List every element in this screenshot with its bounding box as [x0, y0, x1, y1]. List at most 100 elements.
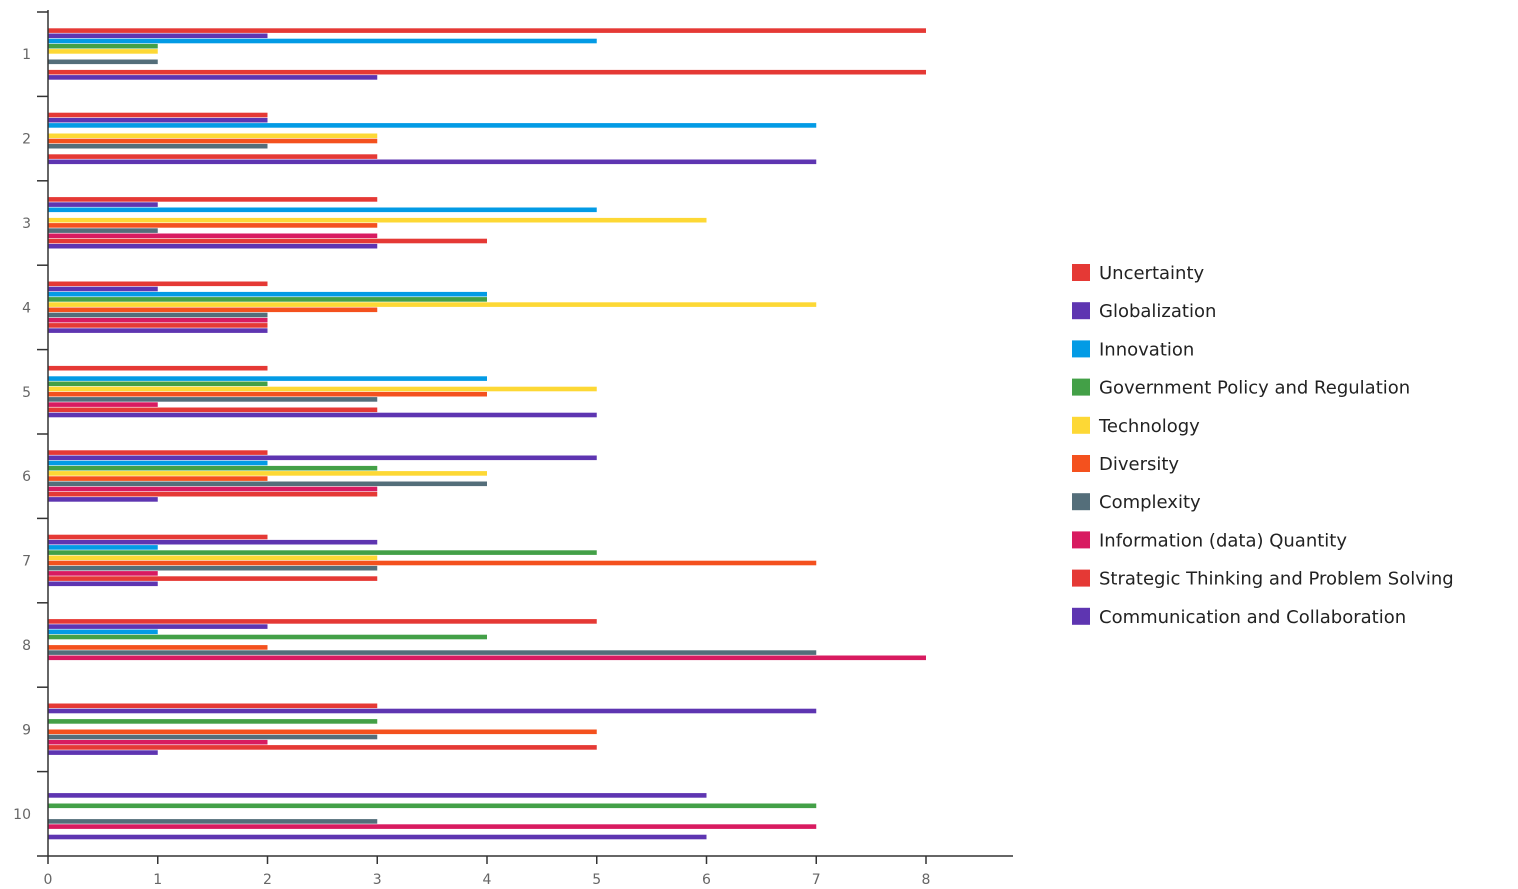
- bar-9-10: [48, 750, 158, 755]
- bar-2-7: [48, 143, 268, 149]
- legend-swatch: [1072, 378, 1090, 396]
- y-tick-label: 3: [22, 216, 31, 232]
- x-tick-label: 7: [812, 872, 821, 888]
- legend-swatch: [1072, 264, 1090, 281]
- legend-swatch: [1072, 531, 1090, 549]
- bar-7-2: [48, 539, 378, 545]
- bar-2-6: [48, 138, 378, 144]
- bar-8-6: [48, 645, 268, 650]
- legend-label: Communication and Collaboration: [1099, 607, 1406, 628]
- axes-layer: 1 2 3 4 5 6 7 8 9 10 0 1 2 3 4 5 6 7 8: [13, 10, 1013, 888]
- bar-5-10: [48, 412, 597, 418]
- y-tick-label: 10: [13, 807, 31, 823]
- bar-6-6: [48, 476, 268, 481]
- bar-6-8: [48, 486, 378, 492]
- bar-7-7: [48, 565, 378, 571]
- bar-4-5: [48, 302, 817, 307]
- bar-5-4: [48, 381, 268, 387]
- bar-1-10: [48, 75, 378, 80]
- legend-label: Technology: [1098, 416, 1200, 437]
- bar-1-1: [48, 28, 926, 33]
- bar-6-9: [48, 491, 378, 497]
- legend: Uncertainty Globalization Innovation Govern…: [1072, 263, 1454, 628]
- bar-3-6: [48, 223, 378, 228]
- bar-6-2: [48, 455, 597, 461]
- bar-7-10: [48, 581, 158, 587]
- bar-10-4: [48, 803, 817, 809]
- bar-10-10: [48, 834, 707, 840]
- bar-7-3: [48, 545, 158, 550]
- bar-6-3: [48, 460, 268, 466]
- bar-8-2: [48, 624, 268, 629]
- y-tick-label: 6: [22, 469, 31, 485]
- legend-label: Innovation: [1099, 339, 1194, 360]
- legend-label: Information (data) Quantity: [1099, 530, 1347, 551]
- legend-label: Globalization: [1099, 301, 1216, 322]
- y-tick-label: 5: [22, 385, 31, 401]
- bar-7-6: [48, 560, 817, 566]
- y-tick-label: 8: [22, 638, 31, 654]
- bar-4-10: [48, 328, 268, 333]
- bar-3-3: [48, 207, 597, 213]
- legend-item: Diversity: [1072, 454, 1179, 475]
- bar-9-7: [48, 734, 378, 740]
- bar-6-4: [48, 465, 378, 471]
- bar-5-7: [48, 397, 378, 402]
- y-tick-label: 7: [22, 554, 31, 570]
- bar-4-6: [48, 307, 378, 313]
- bar-5-5: [48, 386, 597, 392]
- y-tick-label: 1: [22, 47, 31, 63]
- x-tick-label: 4: [483, 872, 492, 888]
- bar-4-9: [48, 323, 268, 328]
- x-tick-label: 2: [263, 872, 272, 888]
- bar-1-7: [48, 59, 158, 65]
- x-tick-label: 5: [592, 872, 601, 888]
- bar-3-9: [48, 238, 487, 244]
- legend-item: Complexity: [1072, 492, 1201, 513]
- bar-7-4: [48, 550, 597, 555]
- bar-1-2: [48, 33, 268, 39]
- bar-8-7: [48, 650, 817, 655]
- bar-9-2: [48, 708, 817, 714]
- bar-4-8: [48, 317, 268, 323]
- legend-item: Innovation: [1072, 339, 1194, 360]
- x-tick-label: 3: [373, 872, 382, 888]
- legend-item: Government Policy and Regulation: [1072, 378, 1410, 399]
- bar-7-8: [48, 571, 158, 576]
- bar-4-3: [48, 291, 487, 297]
- bar-4-7: [48, 312, 268, 318]
- bar-5-3: [48, 376, 487, 381]
- bar-5-6: [48, 391, 487, 397]
- bar-1-5: [48, 49, 158, 54]
- legend-label: Uncertainty: [1099, 263, 1205, 284]
- bar-1-9: [48, 69, 926, 75]
- legend-swatch: [1072, 607, 1090, 625]
- y-tick-label: 4: [22, 300, 31, 316]
- bar-6-10: [48, 497, 158, 502]
- x-tick-label: 8: [922, 872, 931, 888]
- legend-label: Government Policy and Regulation: [1099, 378, 1410, 399]
- bar-3-1: [48, 197, 378, 202]
- legend-swatch: [1072, 569, 1090, 587]
- bar-10-2: [48, 793, 707, 798]
- bar-2-10: [48, 159, 817, 165]
- bar-4-1: [48, 281, 268, 287]
- legend-item: Communication and Collaboration: [1072, 607, 1406, 628]
- bar-3-10: [48, 243, 378, 249]
- bar-7-5: [48, 555, 378, 561]
- legend-label: Strategic Thinking and Problem Solving: [1099, 569, 1454, 590]
- bar-2-3: [48, 123, 817, 128]
- y-tick-label: 9: [22, 722, 31, 738]
- y-tick-label: 2: [22, 132, 31, 148]
- legend-item: Technology: [1072, 416, 1200, 437]
- bars-layer: [48, 28, 926, 840]
- legend-swatch: [1072, 455, 1090, 472]
- legend-swatch: [1072, 416, 1090, 434]
- bar-6-7: [48, 481, 487, 487]
- bar-2-9: [48, 154, 378, 159]
- legend-item: Uncertainty: [1072, 263, 1205, 284]
- bar-9-8: [48, 739, 268, 745]
- bar-10-8: [48, 824, 817, 829]
- bar-3-2: [48, 202, 158, 207]
- bar-8-4: [48, 634, 487, 640]
